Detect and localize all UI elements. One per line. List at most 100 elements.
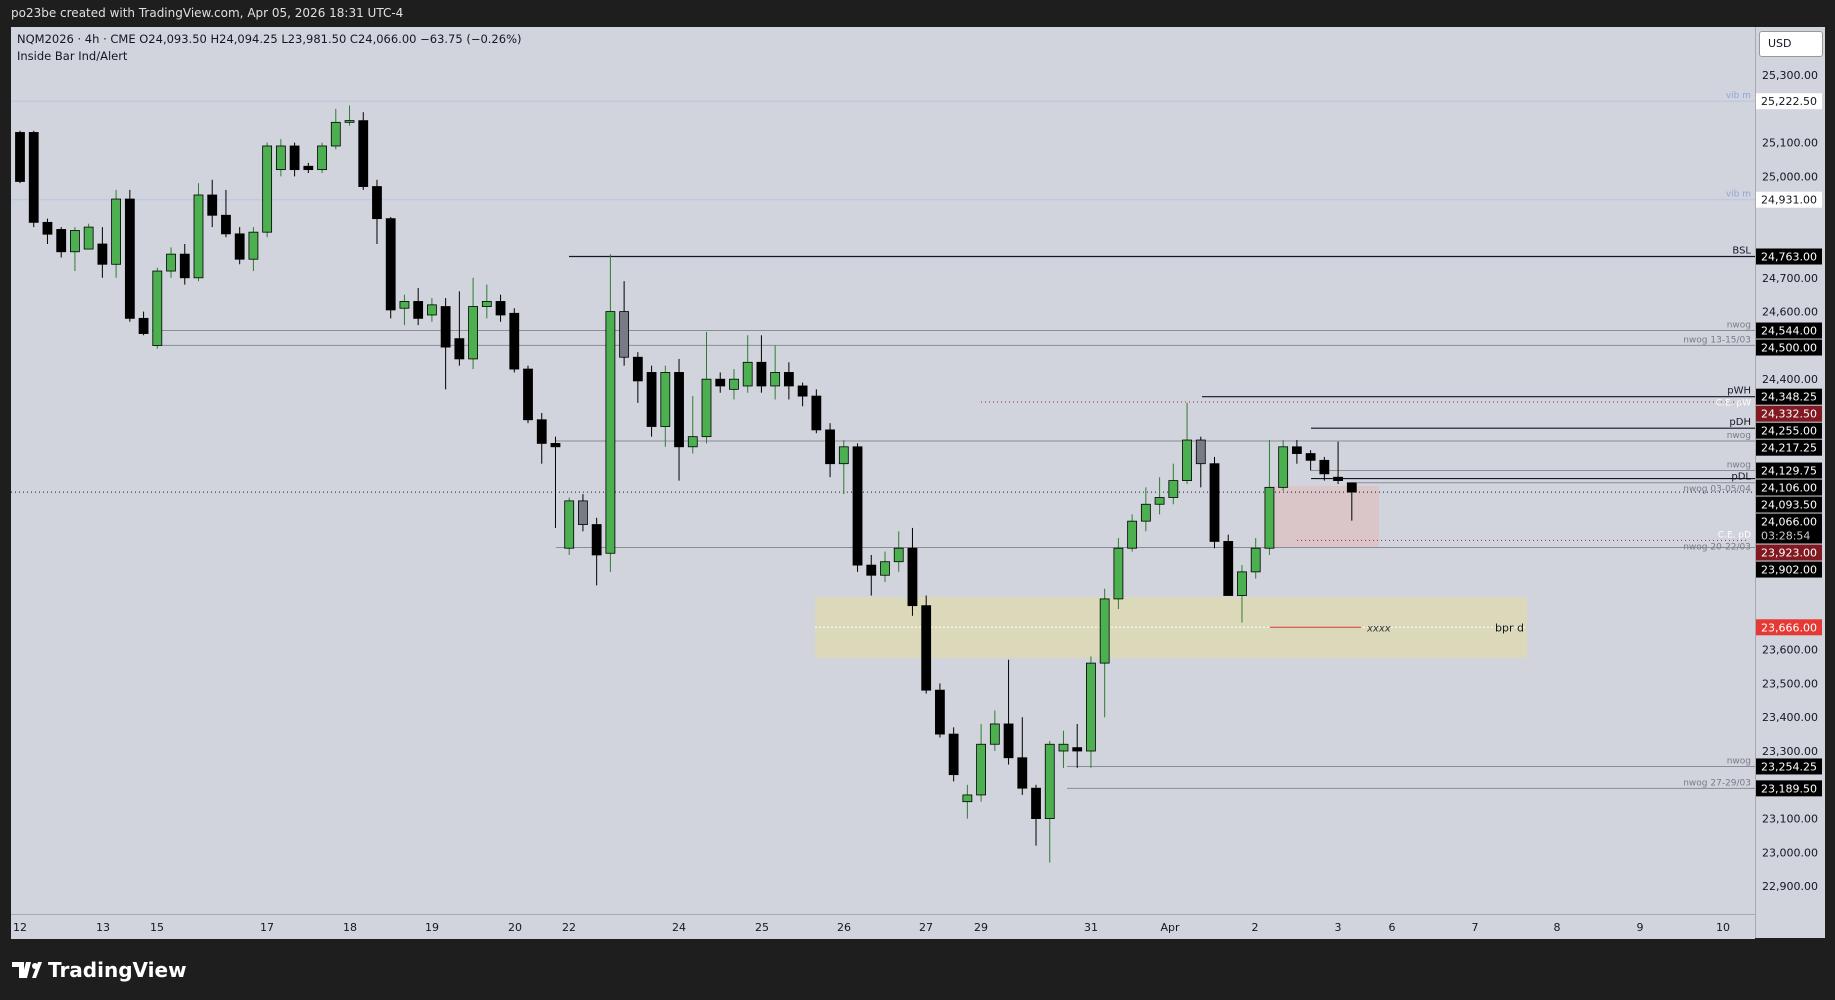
level-label: BSL [1732,246,1751,257]
price-label-bg [1756,322,1822,339]
level-label: xxxx [1366,623,1391,634]
time-tick-label: 10 [1716,921,1730,934]
candle-body [948,733,959,776]
candle-body [825,429,835,465]
candle-body [358,120,369,187]
time-tick-label: 20 [508,921,522,934]
price-label-bg [1756,479,1822,496]
candle-body [1223,541,1234,596]
time-tick-label: 6 [1389,921,1396,934]
candle-body [536,419,547,444]
chart-canvas[interactable]: bpr d xxxx vib m vib m BSL nwog nwog 13-15/03 p… [11,27,1755,914]
level-label: nwog 13-15/03 [1683,335,1751,345]
candle-body [399,301,410,309]
candle-body [1086,662,1096,752]
currency-button[interactable]: USD [1759,31,1823,57]
price-label-bg [1756,191,1822,208]
zone-box [1270,486,1379,547]
candle-body [426,304,437,316]
candle-body [687,436,698,448]
price-label-bg [1756,544,1822,561]
tradingview-logo[interactable]: TradingView [12,958,187,982]
candle-body [660,372,671,427]
candle-body [893,547,904,563]
price-chart[interactable]: bpr d xxxx vib m vib m BSL nwog nwog 13-15/03 p… [11,27,1755,914]
candle-body [715,378,726,387]
price-tick-label: 23,500.00 [1762,677,1818,690]
candle-body [221,214,231,235]
candle-body [15,132,25,182]
time-tick-label: 2 [1252,921,1259,934]
price-label: 24,106.00 [1761,482,1817,495]
candle-body [56,229,67,253]
price-tick-label: 24,600.00 [1762,306,1818,319]
time-tick-label: 3 [1335,921,1342,934]
level-label: pDL [1731,472,1751,483]
candle-body [152,270,163,346]
level-label: nwog [1727,431,1751,441]
candle-body [495,301,506,316]
price-label-bg [1756,758,1822,775]
attribution-text: po23be created with TradingView.com, Apr… [11,6,404,20]
candle-body [138,317,149,334]
price-tick-label: 22,900.00 [1762,880,1818,893]
time-tick-label: 27 [919,921,933,934]
candle-body [921,605,932,691]
candle-body [962,794,973,803]
price-label: 23,189.50 [1761,782,1817,795]
time-axis[interactable]: 12 13 15 17 18 19 20 22 24 25 26 27 29 31 Apr 2 3 6 7 8 9 10 [11,914,1755,939]
candle-body [701,378,712,438]
candle-body [1319,459,1330,475]
level-label: nwog 03-05/04 [1683,485,1751,495]
candle-body [385,218,396,311]
price-label: 23,923.00 [1761,547,1817,560]
time-tick-label: 24 [672,921,686,934]
price-label: 24,931.00 [1761,194,1817,207]
candle-body [770,372,781,387]
candle-body [207,194,218,216]
price-label: 24,348.25 [1761,391,1817,404]
time-axis-canvas[interactable]: 12 13 15 17 18 19 20 22 24 25 26 27 29 31 Apr 2 3 6 7 8 9 10 [11,915,1755,939]
symbol-ohlc[interactable]: NQM2026 · 4h · CME O24,093.50 H24,094.25… [17,32,522,46]
candle-body [317,145,327,171]
level-label: nwog [1727,321,1751,331]
level-label: vib m [1726,91,1751,101]
candle-body [468,306,478,360]
time-tick-label: 7 [1472,921,1479,934]
candle-body [275,145,286,171]
price-axis[interactable]: 25,300.00 25,100.00 25,000.00 24,700.00 24,6… [1755,27,1825,938]
candle-body [1168,480,1179,498]
tradingview-logo-icon [12,962,42,978]
time-tick-label: Apr [1160,921,1180,934]
candle-body [935,689,945,735]
candle-body [28,132,39,223]
price-label-bg [1756,439,1822,456]
price-label: 23,666.00 [1761,621,1817,634]
price-tick-label: 23,100.00 [1762,813,1818,826]
candle-body [1333,476,1343,482]
candle-body [1031,787,1041,819]
price-label-bg [1756,780,1822,797]
candle-body [330,121,341,147]
price-tick-label: 25,300.00 [1762,69,1818,82]
candle-body [1072,747,1083,752]
indicator-name[interactable]: Inside Bar Ind/Alert [17,49,128,63]
price-axis-canvas[interactable]: 25,300.00 25,100.00 25,000.00 24,700.00 24,6… [1756,27,1825,938]
candle-body [838,446,849,465]
candle-body [179,253,190,279]
price-label-bg [1756,496,1822,513]
candle-body [1195,439,1206,465]
candle-body [646,372,657,427]
candle-body [1113,547,1124,600]
candle-body [632,356,643,382]
time-tick-label: 26 [837,921,851,934]
candle-body [674,372,684,448]
price-tick-label: 25,000.00 [1762,170,1818,183]
price-tick-label: 23,300.00 [1762,745,1818,758]
candle-body [289,145,300,171]
candle-body [440,306,451,348]
price-label-bg [1756,422,1822,439]
candle-body [234,233,245,260]
time-tick-label: 19 [425,921,439,934]
candle-body [1154,497,1165,505]
